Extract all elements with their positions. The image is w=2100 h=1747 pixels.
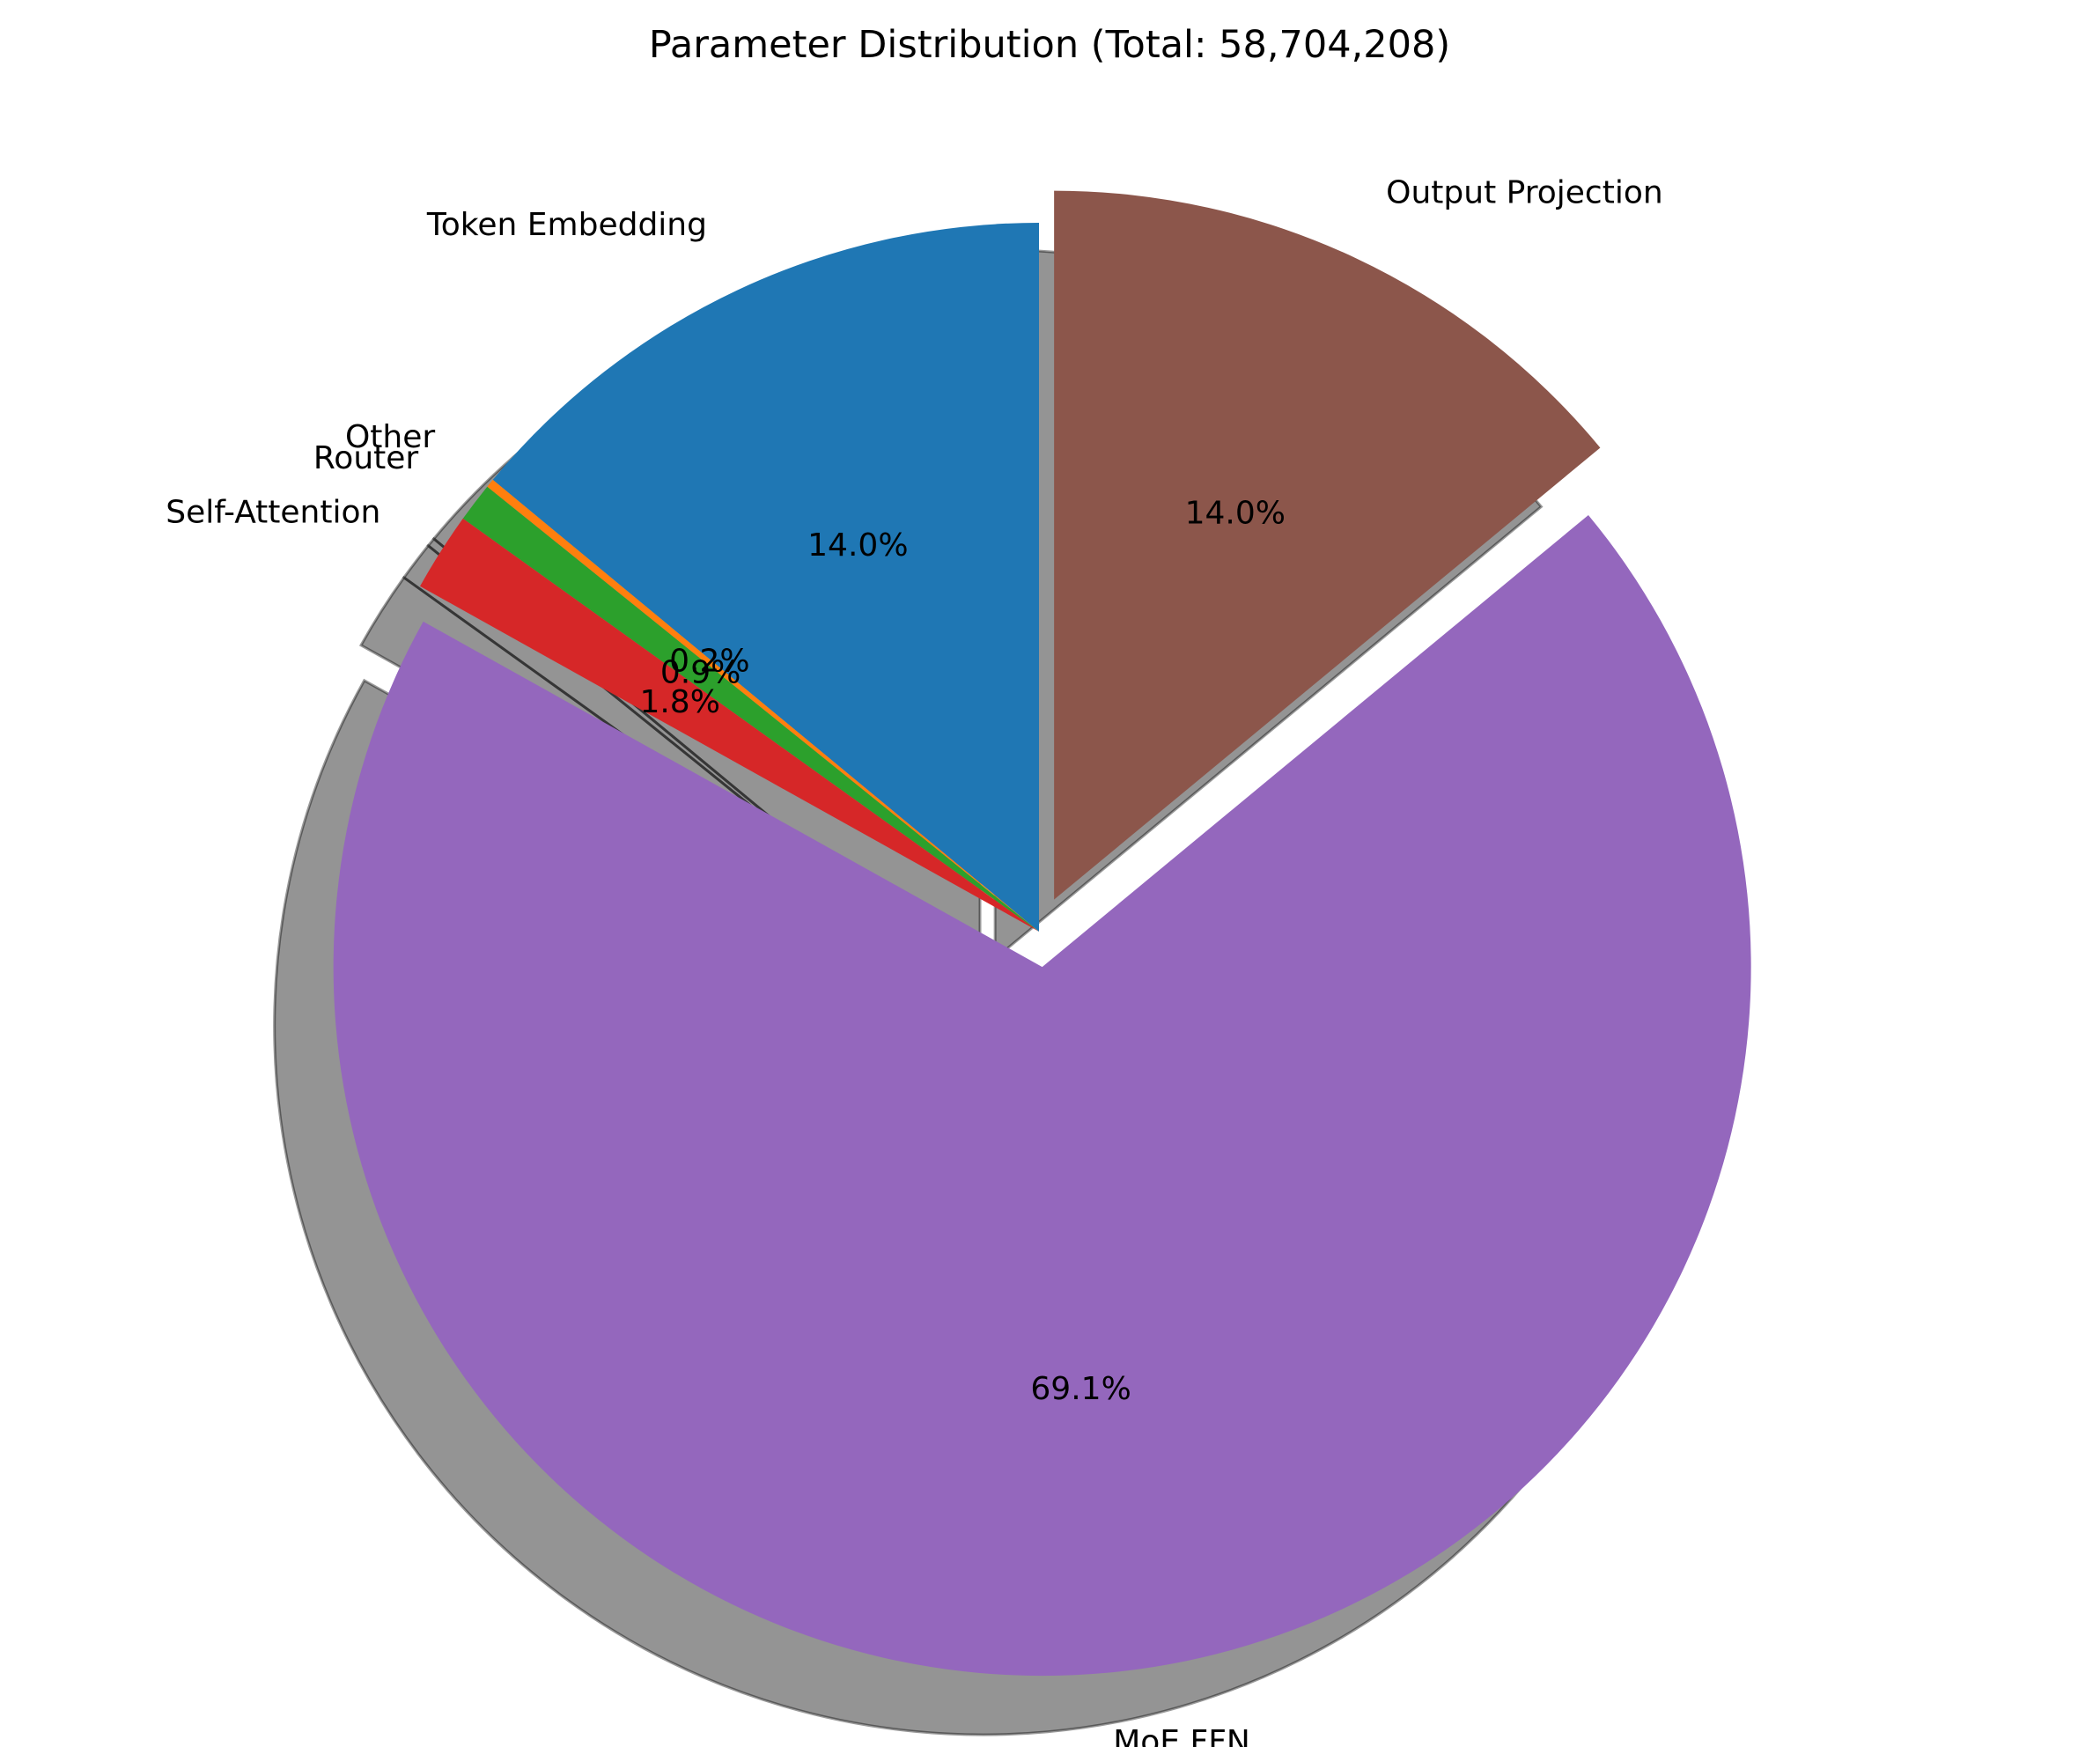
slice-label-token-embedding: Token Embedding: [426, 207, 707, 243]
pie-slice-moe-ffn: [333, 514, 1751, 1677]
slice-label-output-projection: Output Projection: [1386, 174, 1663, 210]
pie-slice-router: [462, 486, 1039, 932]
slice-label-other: Other: [345, 419, 435, 455]
pct-label-token-embedding: 14.0%: [807, 527, 908, 564]
slice-label-router: Router: [313, 440, 419, 476]
slice-label-self-attention: Self-Attention: [166, 495, 380, 531]
pie-slice-token-embedding: [492, 223, 1039, 932]
slice-layer: [333, 190, 1751, 1677]
pie-slice-self-attention: [420, 518, 1040, 932]
pct-label-self-attention: 1.8%: [639, 684, 719, 720]
slice-label-moe-ffn: MoE FFN: [1113, 1724, 1250, 1747]
pie-slice-output-projection: [1054, 190, 1601, 900]
pct-label-output-projection: 14.0%: [1185, 496, 1286, 532]
pct-label-other: 0.2%: [669, 643, 749, 679]
chart-title: Parameter Distribution (Total: 58,704,20…: [649, 23, 1450, 67]
label-layer: Token Embedding 14.0% Other 0.2% Router 0.9% S…: [166, 174, 1662, 1747]
pie-slice-other: [487, 479, 1039, 932]
pct-label-moe-ffn: 69.1%: [1030, 1371, 1131, 1407]
pct-label-router: 0.9%: [660, 655, 741, 691]
